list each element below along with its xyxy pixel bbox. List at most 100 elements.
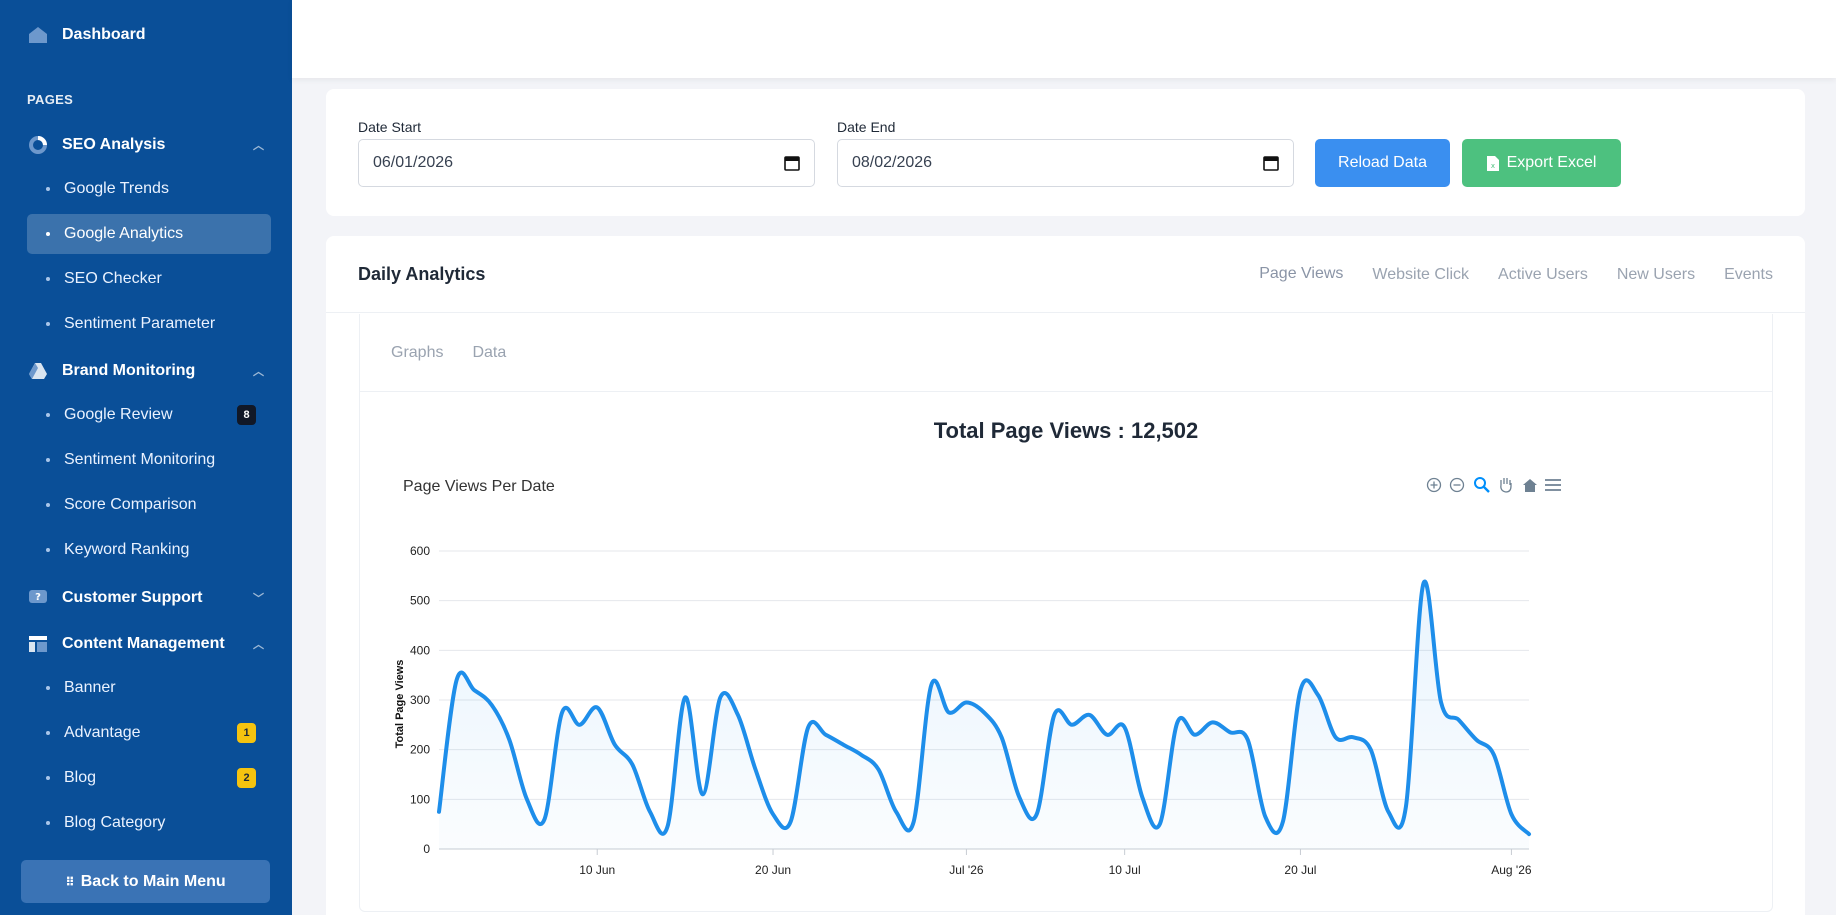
graph-panel: Graphs Data Total Page Views : 12,502 Pa… <box>359 314 1773 912</box>
page-views-chart: Page Views Per Date 0100200300400500600 … <box>394 477 1561 877</box>
sidebar-group-content-management[interactable]: Content Management ︿ <box>28 635 264 653</box>
excel-file-icon: x <box>1486 155 1499 171</box>
sidebar-section-heading: PAGES <box>27 92 74 107</box>
chevron-up-icon: ︿ <box>253 639 264 651</box>
tab-events[interactable]: Events <box>1724 265 1773 283</box>
sidebar-item-label: Score Comparison <box>64 496 197 513</box>
y-axis: 0 100 200 300 400 500 600 <box>410 544 430 856</box>
sidebar-group-label: Customer Support <box>62 589 203 606</box>
sidebar-item-blog[interactable]: Blog 2 <box>27 758 271 798</box>
chevron-up-icon: ︿ <box>253 140 264 152</box>
sidebar-group-label: Brand Monitoring <box>62 362 196 379</box>
svg-text:?: ? <box>35 592 41 603</box>
tab-data[interactable]: Data <box>472 344 507 361</box>
export-excel-button[interactable]: x Export Excel <box>1462 139 1621 187</box>
sidebar-item-score-comparison[interactable]: Score Comparison <box>27 485 271 525</box>
date-end-value: 08/02/2026 <box>852 154 933 171</box>
zoom-in-icon[interactable] <box>1426 477 1442 493</box>
sidebar-item-label: Sentiment Parameter <box>64 315 216 332</box>
drive-icon <box>29 363 47 379</box>
x-tick-label: Aug '26 <box>1491 863 1532 877</box>
card-title: Daily Analytics <box>358 264 486 284</box>
daily-analytics-card: Daily Analytics Page Views Website Click… <box>326 236 1805 915</box>
date-end-input[interactable]: 08/02/2026 <box>837 139 1294 187</box>
tab-active-users[interactable]: Active Users <box>1498 265 1588 283</box>
back-to-main-menu-button[interactable]: ⠿ Back to Main Menu <box>21 860 270 903</box>
sidebar-item-label: Google Analytics <box>64 225 184 242</box>
y-tick-label: 500 <box>410 594 430 608</box>
x-tick-label: 20 Jun <box>755 863 791 877</box>
zoom-out-icon[interactable] <box>1449 477 1465 493</box>
tab-page-views[interactable]: Page Views <box>1259 236 1344 313</box>
sidebar-item-label: Google Trends <box>64 180 169 197</box>
date-end-label: Date End <box>837 119 896 135</box>
sidebar-group-brand-monitoring[interactable]: Brand Monitoring ︿ <box>28 362 264 380</box>
tab-website-click[interactable]: Website Click <box>1372 265 1470 283</box>
sidebar-group-label: Content Management <box>62 635 225 652</box>
chevron-up-icon: ︿ <box>253 366 264 378</box>
sidebar-item-sentiment-monitoring[interactable]: Sentiment Monitoring <box>27 440 271 480</box>
x-tick-label: 20 Jul <box>1284 863 1316 877</box>
grip-icon: ⠿ <box>65 874 75 889</box>
series-line <box>437 579 1531 837</box>
metric-tabs: Page Views Website Click Active Users Ne… <box>1259 236 1773 313</box>
sidebar-item-keyword-ranking[interactable]: Keyword Ranking <box>27 530 271 570</box>
x-tick-label: Jul '26 <box>949 863 984 877</box>
reload-button-label: Reload Data <box>1338 154 1427 171</box>
pan-hand-icon[interactable] <box>1500 478 1512 493</box>
total-page-views: Total Page Views : 12,502 <box>933 418 1199 443</box>
zoom-select-icon[interactable] <box>1474 477 1490 493</box>
calendar-icon[interactable] <box>784 155 800 171</box>
back-button-label: Back to Main Menu <box>80 872 226 890</box>
menu-icon[interactable] <box>1545 479 1561 491</box>
y-tick-label: 300 <box>410 693 430 707</box>
sidebar-item-dashboard[interactable]: Dashboard <box>28 26 146 44</box>
help-chat-icon: ? <box>29 590 47 603</box>
date-start-value: 06/01/2026 <box>373 154 454 171</box>
y-tick-label: 200 <box>410 743 430 757</box>
sidebar-item-label: Sentiment Monitoring <box>64 451 216 468</box>
count-badge: 8 <box>237 405 256 425</box>
sidebar: Dashboard PAGES SEO Analysis ︿ Google Tr… <box>0 0 292 915</box>
reload-data-button[interactable]: Reload Data <box>1315 139 1450 187</box>
layout-icon <box>29 636 47 652</box>
count-badge: 2 <box>237 768 256 788</box>
x-tick-label: 10 Jun <box>579 863 615 877</box>
chart-toolbar <box>1426 477 1561 493</box>
sidebar-item-label: Google Review <box>64 406 173 423</box>
sidebar-item-seo-checker[interactable]: SEO Checker <box>27 259 271 299</box>
sidebar-item-google-trends[interactable]: Google Trends <box>27 169 271 209</box>
tab-graphs[interactable]: Graphs <box>391 314 444 392</box>
export-button-label: Export Excel <box>1506 154 1597 171</box>
sidebar-item-label: Blog <box>64 769 97 786</box>
home-icon <box>29 27 47 43</box>
y-tick-label: 400 <box>410 643 430 657</box>
divider <box>326 312 1805 313</box>
count-badge: 1 <box>237 723 256 743</box>
sidebar-item-label: Blog Category <box>64 814 166 831</box>
x-tick-label: 10 Jul <box>1109 863 1141 877</box>
sidebar-item-blog-category[interactable]: Blog Category <box>27 803 271 843</box>
tab-new-users[interactable]: New Users <box>1616 265 1696 283</box>
date-start-label: Date Start <box>358 119 422 135</box>
sidebar-group-customer-support[interactable]: ? Customer Support ﹀ <box>28 589 264 607</box>
sidebar-group-seo-analysis[interactable]: SEO Analysis ︿ <box>28 135 264 155</box>
date-start-input[interactable]: 06/01/2026 <box>358 139 815 187</box>
calendar-icon[interactable] <box>1263 155 1279 171</box>
sidebar-group-label: SEO Analysis <box>62 136 166 153</box>
y-axis-title: Total Page Views <box>394 660 406 749</box>
sidebar-item-label: Keyword Ranking <box>64 541 190 558</box>
sidebar-item-label: Advantage <box>64 724 141 741</box>
sidebar-item-sentiment-parameter[interactable]: Sentiment Parameter <box>27 304 271 344</box>
chevron-down-icon: ﹀ <box>253 593 264 605</box>
sidebar-item-label: Dashboard <box>62 26 146 43</box>
y-tick-label: 100 <box>410 792 430 806</box>
sidebar-item-advantage[interactable]: Advantage 1 <box>27 713 271 753</box>
top-bar <box>292 0 1836 78</box>
sidebar-item-google-review[interactable]: Google Review 8 <box>27 395 271 435</box>
sidebar-item-banner[interactable]: Banner <box>27 668 271 708</box>
home-reset-icon[interactable] <box>1523 479 1537 492</box>
sidebar-item-label: Banner <box>64 679 116 696</box>
sidebar-item-google-analytics[interactable]: Google Analytics <box>27 214 271 254</box>
donut-chart-icon <box>29 136 47 154</box>
